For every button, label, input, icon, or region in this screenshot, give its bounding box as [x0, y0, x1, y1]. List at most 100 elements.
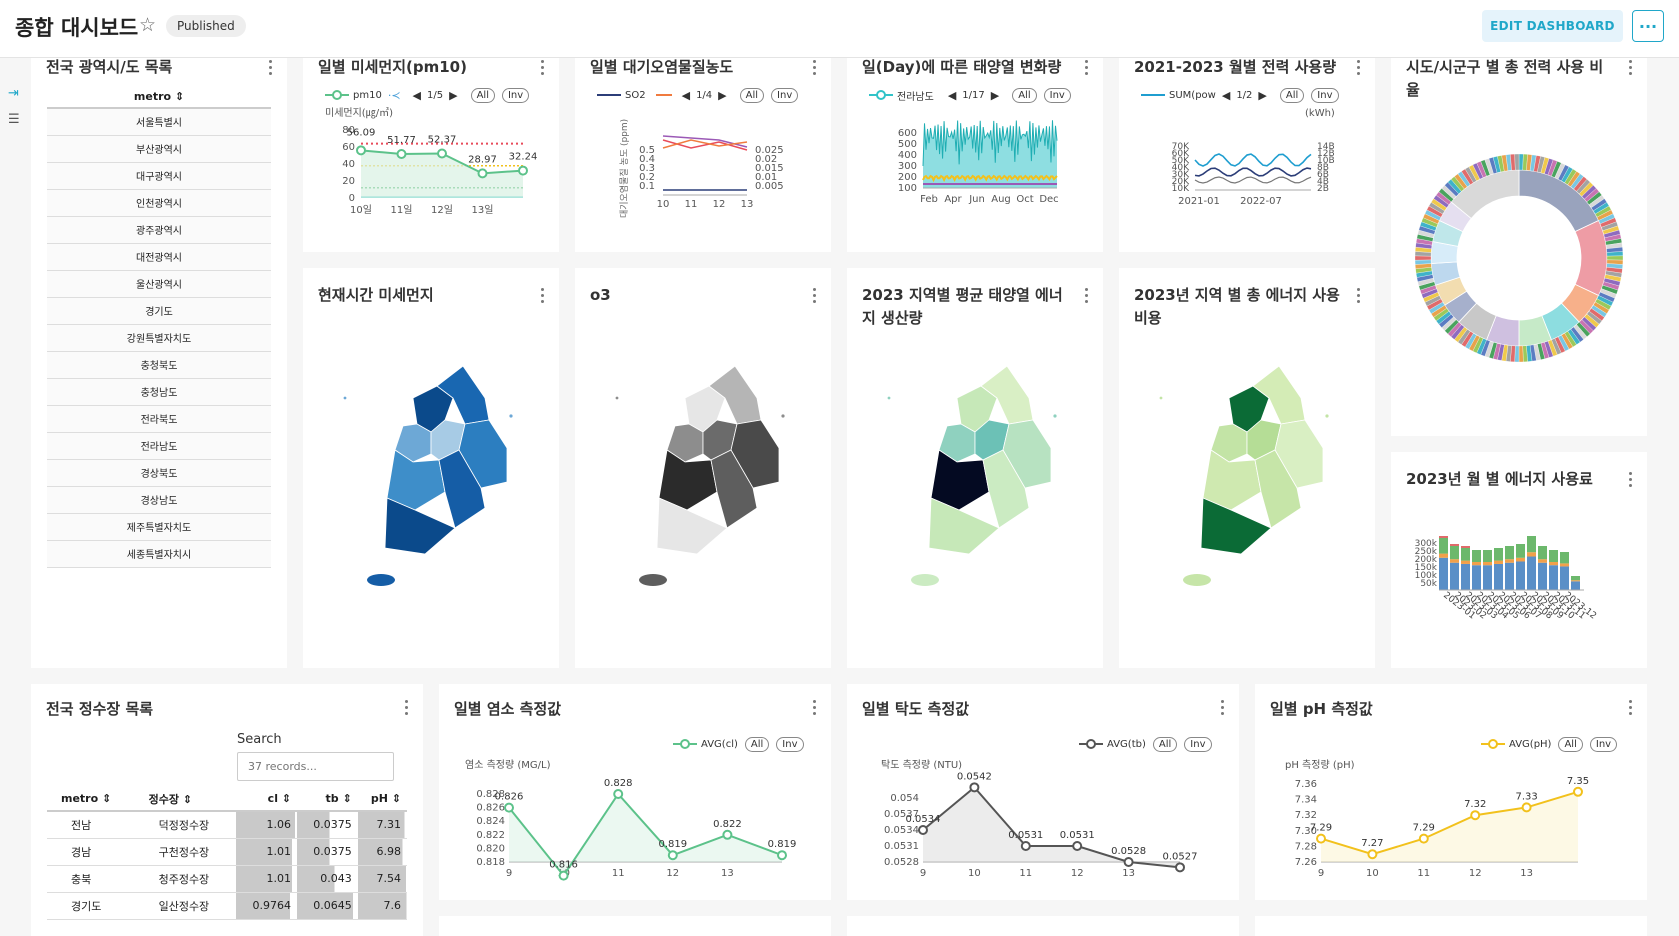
column-header[interactable]: cl ⇕ [236, 787, 298, 812]
data-point [969, 782, 980, 793]
legend-all-button[interactable]: All [1279, 87, 1305, 103]
legend-all-button[interactable]: All [739, 87, 765, 103]
table-row[interactable]: 세종특별자치시 [47, 540, 271, 568]
legend-label[interactable]: AVG(cl) [701, 738, 738, 750]
legend-inv-button[interactable]: Inv [1311, 87, 1339, 103]
table-row[interactable]: 경기도 일산정수장 0.9764 0.0645 7.6 [47, 892, 407, 920]
table-row[interactable]: 울산광역시 [47, 270, 271, 298]
map-region [1254, 449, 1302, 529]
map-region [438, 449, 486, 529]
column-header[interactable]: metro ⇕ [47, 86, 271, 109]
legend-all-button[interactable]: All [1558, 736, 1583, 752]
legend-all-button[interactable]: All [744, 736, 770, 752]
series-line [922, 174, 1058, 183]
legend-label[interactable]: SUM(pow [1169, 89, 1216, 101]
search-input[interactable] [237, 752, 394, 781]
card-solar-region: 2023 지역별 평균 태양열 에너지 생산량 [847, 268, 1103, 668]
legend-all-button[interactable]: All [1012, 87, 1037, 103]
table-row[interactable]: 경남 구천정수장 1.01 0.0375 6.98 [47, 838, 407, 866]
edit-dashboard-button[interactable]: EDIT DASHBOARD [1482, 10, 1623, 42]
table-row[interactable]: 대구광역시 [47, 162, 271, 190]
table-row[interactable]: 전남 덕정정수장 1.06 0.0375 7.31 [47, 811, 407, 839]
next-arrow-icon[interactable]: ▶ [990, 88, 1000, 102]
kebab-menu-icon[interactable] [813, 288, 817, 306]
legend-inv-button[interactable]: Inv [1589, 736, 1618, 752]
prev-arrow-icon[interactable]: ◀ [681, 88, 691, 102]
legend-inv-button[interactable]: Inv [771, 87, 799, 103]
kebab-menu-icon[interactable] [269, 60, 273, 78]
table-row[interactable]: 충청남도 [47, 378, 271, 406]
map-region [928, 497, 1000, 555]
legend-inv-button[interactable]: Inv [1184, 736, 1212, 752]
table-row[interactable]: 부산광역시 [47, 135, 271, 163]
table-row[interactable]: 제주특별자치도 [47, 513, 271, 541]
legend-inv-button[interactable]: Inv [1043, 87, 1071, 103]
legend-label[interactable]: AVG(tb) [1107, 738, 1146, 750]
legend-label[interactable]: pm10 [353, 89, 382, 101]
expand-icon[interactable]: ⇥ [8, 86, 19, 101]
table-row[interactable]: 강원특별자치도 [47, 324, 271, 352]
legend-inv-button[interactable]: Inv [501, 87, 530, 103]
kebab-menu-icon[interactable] [1085, 288, 1089, 306]
filter-icon[interactable]: ☰ [8, 112, 20, 127]
table-row[interactable]: 경기도 [47, 297, 271, 325]
next-arrow-icon[interactable]: ▶ [449, 88, 458, 102]
kebab-menu-icon[interactable] [541, 60, 545, 78]
table-row[interactable]: 인천광역시 [47, 189, 271, 217]
kebab-menu-icon[interactable] [1629, 472, 1633, 490]
table-row[interactable]: 전라남도 [47, 432, 271, 460]
kebab-menu-icon[interactable] [813, 60, 817, 78]
legend-line-icon [1141, 94, 1165, 96]
legend-label[interactable]: 전라남도 [897, 91, 934, 103]
prev-arrow-icon[interactable]: ◀ [412, 88, 422, 102]
legend-inv-button[interactable]: Inv [776, 736, 804, 752]
kebab-menu-icon[interactable] [541, 288, 545, 306]
next-arrow-icon[interactable]: ▶ [1258, 88, 1267, 102]
metro-cell: 경상북도 [47, 459, 271, 487]
legend-label[interactable]: SO2 [625, 89, 646, 101]
bar-segment [1439, 536, 1448, 538]
kebab-menu-icon[interactable] [1629, 60, 1633, 78]
kebab-menu-icon[interactable] [1357, 60, 1361, 78]
table-row[interactable]: 대전광역시 [47, 243, 271, 271]
column-header[interactable]: tb ⇕ [297, 787, 358, 812]
table-row[interactable]: 광주광역시 [47, 216, 271, 244]
y-axis-label: 탁도 측정량 (NTU) [881, 759, 962, 771]
legend: AVG(tb) All Inv [1079, 734, 1212, 754]
table-row[interactable]: 충북 청주정수장 1.01 0.043 7.54 [47, 865, 407, 893]
data-point [504, 802, 514, 813]
y-tick-label: 0.1 [639, 181, 655, 192]
x-tick-label: 12 [1469, 868, 1482, 879]
column-header[interactable]: 정수장 ⇕ [134, 787, 237, 812]
bar-segment [1538, 546, 1547, 560]
kebab-menu-icon[interactable] [1629, 700, 1633, 718]
table-row[interactable]: 충청북도 [47, 351, 271, 379]
kebab-menu-icon[interactable] [1357, 288, 1361, 306]
map-regions [1159, 365, 1329, 586]
card-title: o3 [590, 286, 611, 304]
table-row[interactable]: 경상남도 [47, 486, 271, 514]
data-point [1123, 857, 1134, 867]
data-label: 7.29 [1310, 823, 1332, 834]
column-header[interactable]: metro ⇕ [47, 787, 135, 812]
prev-arrow-icon[interactable]: ◀ [947, 88, 957, 102]
kebab-menu-icon[interactable] [1221, 700, 1225, 718]
legend-label[interactable]: AVG(pH) [1509, 738, 1552, 750]
legend-all-button[interactable]: All [1152, 736, 1178, 752]
y-tick-label: 20 [342, 176, 355, 187]
kebab-menu-icon[interactable] [813, 700, 817, 718]
legend: AVG(pH) All Inv [1481, 734, 1618, 754]
x-tick-label: 11 [612, 868, 625, 879]
next-arrow-icon[interactable]: ▶ [718, 88, 727, 102]
star-icon[interactable]: ☆ [139, 14, 157, 36]
table-row[interactable]: 전라북도 [47, 405, 271, 433]
more-options-button[interactable]: ··· [1632, 10, 1664, 42]
kebab-menu-icon[interactable] [405, 700, 409, 718]
table-row[interactable]: 서울특별시 [47, 108, 271, 136]
y-tick-label: 0.025 [755, 145, 784, 156]
prev-arrow-icon[interactable]: ◀ [1221, 88, 1231, 102]
legend-all-button[interactable]: All [470, 87, 495, 103]
kebab-menu-icon[interactable] [1085, 60, 1089, 78]
column-header[interactable]: pH ⇕ [357, 787, 407, 812]
table-row[interactable]: 경상북도 [47, 459, 271, 487]
